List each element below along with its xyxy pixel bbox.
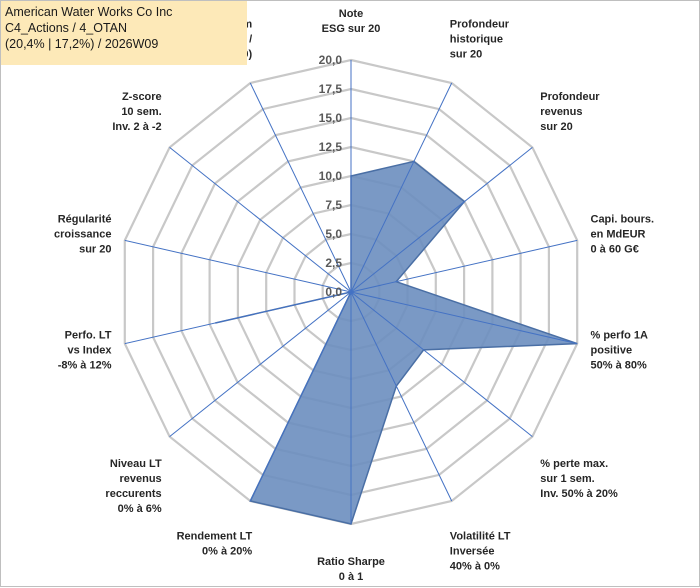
radar-axes (124, 60, 578, 524)
category-label: Régularité croissance sur 20 (54, 214, 111, 256)
axis-spoke (350, 239, 578, 293)
axis-spoke (124, 239, 352, 293)
category-label: Volatilité LT Inversée 40% à 0% (450, 530, 511, 572)
axis-spoke (124, 291, 352, 345)
category-label: Profondeur historique sur 20 (450, 19, 510, 61)
title-stats: (20,4% | 17,2%) / 2026W09 (5, 37, 159, 51)
category-label: Capi. bours. en MdEUR 0 à 60 G€ (591, 214, 655, 256)
category-label: % perfo 1A positive 50% à 80% (591, 329, 649, 371)
tick-label: 5,0 (325, 227, 342, 241)
title-portfolio: C4_Actions / 4_OTAN (5, 21, 128, 35)
category-label: Z-score 10 sem. Inv. 2 à -2 (112, 91, 161, 133)
category-label: Niveau LT revenus reccurents 0% à 6% (105, 458, 162, 515)
category-label: Profondeur revenus sur 20 (540, 91, 600, 133)
tick-label: 0,0 (325, 285, 342, 299)
category-label: Perfo. LT vs Index -8% à 12% (58, 329, 113, 371)
category-label: Ratio Sharpe 0 à 1 (317, 556, 385, 583)
axis-spoke (249, 291, 352, 502)
tick-label: 7,5 (325, 198, 342, 212)
title-company: American Water Works Co Inc (5, 5, 173, 19)
chart-title-box: American Water Works Co Inc C4_Actions /… (1, 1, 247, 65)
category-label: Rendement LT 0% à 20% (177, 530, 253, 557)
tick-label: 2,5 (325, 256, 342, 270)
category-label: Note ESG sur 20 (322, 8, 381, 35)
tick-label: 10,0 (319, 169, 343, 183)
category-label: % perte max. sur 1 sem. Inv. 50% à 20% (540, 458, 618, 500)
axis-spoke (249, 82, 352, 293)
axis-spoke (350, 291, 533, 437)
tick-label: 20,0 (319, 53, 343, 67)
radial-ticks: 0,0 2,5 5,0 7,5 10,0 12,5 15,0 17,5 20,0 (319, 53, 343, 299)
axis-spoke (350, 82, 453, 293)
tick-label: 17,5 (319, 82, 343, 96)
axis-spoke (169, 147, 352, 293)
axis-spoke (169, 291, 352, 437)
series-area (215, 160, 578, 525)
radar-series (215, 160, 578, 525)
axis-spoke (350, 147, 533, 293)
tick-label: 12,5 (319, 140, 343, 154)
axis-spoke (350, 291, 453, 502)
tick-label: 15,0 (319, 111, 343, 125)
axis-spoke (350, 291, 578, 345)
